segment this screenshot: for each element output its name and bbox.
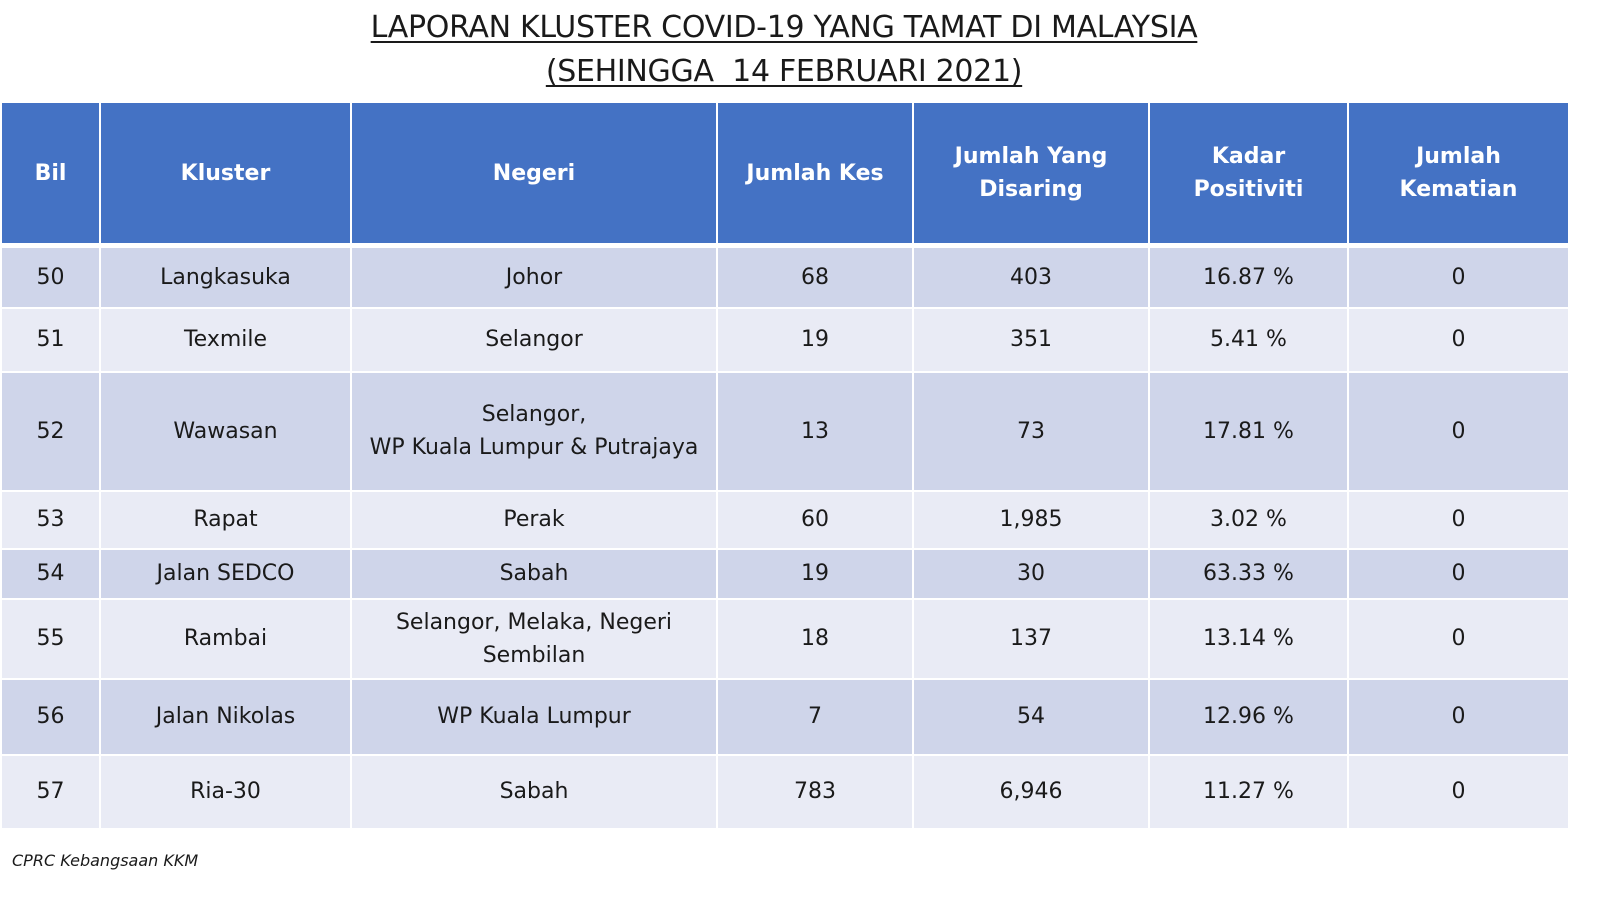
cell-jumlah-kematian: 0 — [1347, 753, 1570, 830]
table-row: 52 Wawasan Selangor, WP Kuala Lumpur & P… — [0, 370, 1570, 492]
cell-bil: 54 — [0, 547, 101, 600]
table-row: 56 Jalan Nikolas WP Kuala Lumpur 7 54 12… — [0, 677, 1570, 756]
cell-negeri: Selangor, WP Kuala Lumpur & Putrajaya — [350, 370, 718, 492]
cell-negeri: Perak — [350, 489, 718, 550]
cell-bil: 56 — [0, 677, 101, 756]
cell-jumlah-kes: 68 — [716, 244, 914, 309]
cell-jumlah-kematian: 0 — [1347, 597, 1570, 680]
cell-negeri-line2: WP Kuala Lumpur & Putrajaya — [369, 435, 699, 460]
header-kadar-positiviti: Kadar Positiviti — [1148, 101, 1349, 248]
cell-kluster: Texmile — [99, 306, 352, 373]
cell-kadar-positiviti: 5.41 % — [1148, 306, 1349, 373]
cell-jumlah-disaring: 403 — [912, 244, 1150, 309]
cell-negeri-line1: Selangor, — [481, 402, 587, 427]
title-line-1: LAPORAN KLUSTER COVID-19 YANG TAMAT DI M… — [370, 10, 1198, 45]
cell-kluster: Rapat — [99, 489, 352, 550]
table-row: 55 Rambai Selangor, Melaka, Negeri Sembi… — [0, 597, 1570, 680]
cell-kluster: Jalan Nikolas — [99, 677, 352, 756]
cell-jumlah-kes: 18 — [716, 597, 914, 680]
report-title: LAPORAN KLUSTER COVID-19 YANG TAMAT DI M… — [0, 6, 1568, 94]
table-row: 50 Langkasuka Johor 68 403 16.87 % 0 — [0, 244, 1570, 309]
cell-jumlah-kematian: 0 — [1347, 306, 1570, 373]
cell-negeri-line2: Sembilan — [482, 642, 586, 668]
cell-jumlah-kematian: 0 — [1347, 489, 1570, 550]
cell-kluster: Rambai — [99, 597, 352, 680]
cell-jumlah-kes: 13 — [716, 370, 914, 492]
cell-bil: 55 — [0, 597, 101, 680]
cell-bil: 52 — [0, 370, 101, 492]
cell-kadar-positiviti: 12.96 % — [1148, 677, 1349, 756]
cell-negeri: Johor — [350, 244, 718, 309]
cell-bil: 53 — [0, 489, 101, 550]
cell-negeri: WP Kuala Lumpur — [350, 677, 718, 756]
cell-kluster: Ria-30 — [99, 753, 352, 830]
cell-bil: 51 — [0, 306, 101, 373]
cell-negeri-line1: Selangor, Melaka, Negeri — [395, 609, 673, 635]
cell-negeri-line1: WP Kuala Lumpur — [437, 704, 631, 729]
cell-negeri: Sabah — [350, 753, 718, 830]
cell-negeri-line1: Sabah — [499, 561, 569, 586]
title-line-2: (SEHINGGA 14 FEBRUARI 2021) — [545, 54, 1023, 89]
cell-bil: 50 — [0, 244, 101, 309]
cell-jumlah-disaring: 137 — [912, 597, 1150, 680]
cell-kluster: Wawasan — [99, 370, 352, 492]
header-jumlah-kematian: Jumlah Kematian — [1347, 101, 1570, 248]
table-row: 57 Ria-30 Sabah 783 6,946 11.27 % 0 — [0, 753, 1570, 830]
cell-kluster: Jalan SEDCO — [99, 547, 352, 600]
cell-jumlah-kes: 60 — [716, 489, 914, 550]
cell-negeri: Selangor — [350, 306, 718, 373]
cluster-table: Bil Kluster Negeri Jumlah Kes Jumlah Yan… — [0, 101, 1570, 830]
cell-negeri-line1: Perak — [503, 507, 565, 532]
cell-jumlah-kes: 19 — [716, 306, 914, 373]
cell-kadar-positiviti: 13.14 % — [1148, 597, 1349, 680]
header-jumlah-disaring: Jumlah Yang Disaring — [912, 101, 1150, 248]
cell-kadar-positiviti: 11.27 % — [1148, 753, 1349, 830]
cell-bil: 57 — [0, 753, 101, 830]
header-jumlah-kes: Jumlah Kes — [716, 101, 914, 248]
cell-negeri-line1: Selangor — [485, 327, 583, 352]
header-bil: Bil — [0, 101, 101, 248]
cell-jumlah-disaring: 351 — [912, 306, 1150, 373]
cell-kluster: Langkasuka — [99, 244, 352, 309]
cell-jumlah-kematian: 0 — [1347, 244, 1570, 309]
table-header-row: Bil Kluster Negeri Jumlah Kes Jumlah Yan… — [0, 101, 1570, 248]
header-jumlah-disaring-line1: Jumlah Yang — [954, 144, 1108, 169]
cell-jumlah-disaring: 54 — [912, 677, 1150, 756]
cell-negeri: Sabah — [350, 547, 718, 600]
table-row: 51 Texmile Selangor 19 351 5.41 % 0 — [0, 306, 1570, 373]
cell-negeri: Selangor, Melaka, Negeri Sembilan — [350, 597, 718, 680]
cell-negeri-line1: Sabah — [499, 779, 569, 804]
table-row: 54 Jalan SEDCO Sabah 19 30 63.33 % 0 — [0, 547, 1570, 600]
cell-jumlah-kes: 7 — [716, 677, 914, 756]
table-row: 53 Rapat Perak 60 1,985 3.02 % 0 — [0, 489, 1570, 550]
header-jumlah-disaring-line2: Disaring — [979, 177, 1083, 202]
cell-jumlah-disaring: 1,985 — [912, 489, 1150, 550]
cell-kadar-positiviti: 17.81 % — [1148, 370, 1349, 492]
source-footer: CPRC Kebangsaan KKM — [12, 851, 199, 870]
cell-negeri-line1: Johor — [505, 264, 563, 290]
cell-kadar-positiviti: 63.33 % — [1148, 547, 1349, 600]
cell-jumlah-kes: 19 — [716, 547, 914, 600]
cell-jumlah-disaring: 73 — [912, 370, 1150, 492]
cell-jumlah-disaring: 30 — [912, 547, 1150, 600]
cell-jumlah-kematian: 0 — [1347, 677, 1570, 756]
cell-kadar-positiviti: 16.87 % — [1148, 244, 1349, 309]
cell-kadar-positiviti: 3.02 % — [1148, 489, 1349, 550]
header-negeri: Negeri — [350, 101, 718, 248]
cell-jumlah-kematian: 0 — [1347, 547, 1570, 600]
cell-jumlah-kematian: 0 — [1347, 370, 1570, 492]
cell-jumlah-disaring: 6,946 — [912, 753, 1150, 830]
header-kluster: Kluster — [99, 101, 352, 248]
cell-jumlah-kes: 783 — [716, 753, 914, 830]
